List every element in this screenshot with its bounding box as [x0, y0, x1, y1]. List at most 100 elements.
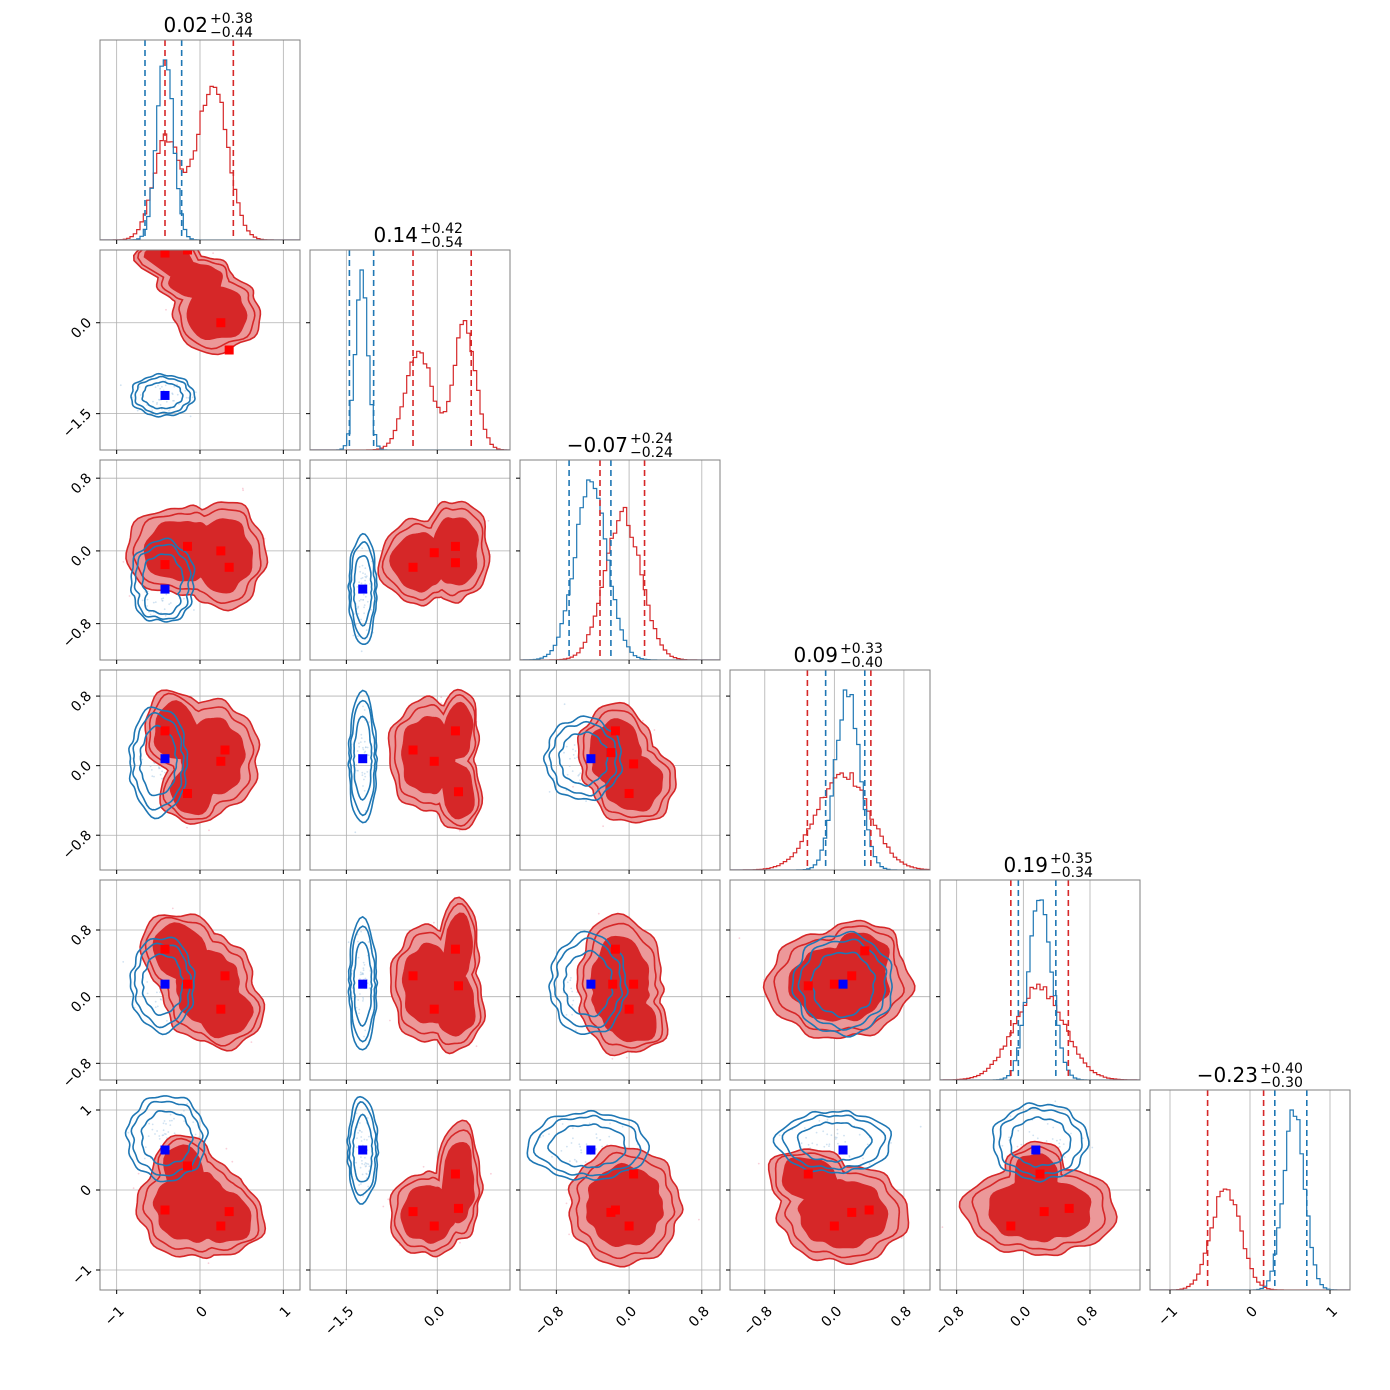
- blue-scatter-point: [561, 1123, 564, 1125]
- red-marker: [1064, 1203, 1074, 1213]
- y-tick-label: 0.0: [68, 315, 95, 342]
- blue-contour-mid: [134, 375, 192, 415]
- red-contour-inner: [589, 935, 657, 1043]
- blue-scatter-point: [358, 1008, 361, 1011]
- panel-5-4: [939, 1089, 1141, 1291]
- red-contour-inner: [143, 250, 248, 340]
- red-contour-inner: [988, 1153, 1092, 1243]
- blue-scatter-point: [1062, 1143, 1065, 1145]
- blue-contour-outer: [129, 936, 196, 1036]
- blue-contour-mid: [132, 711, 185, 811]
- red-scatter-point: [207, 1262, 210, 1265]
- blue-scatter-point: [576, 756, 579, 759]
- red-marker: [183, 541, 192, 551]
- x-tick-label: −0.8: [932, 1303, 967, 1338]
- red-marker: [624, 788, 634, 798]
- blue-scatter-point: [361, 1159, 363, 1162]
- blue-contour-inner: [1009, 1116, 1072, 1168]
- blue-scatter-point: [359, 1122, 361, 1124]
- red-marker: [216, 546, 226, 556]
- blue-contour-mid: [133, 543, 192, 621]
- blue-scatter-point: [146, 404, 148, 406]
- red-scatter-point: [611, 1057, 614, 1060]
- red-scatter-point: [128, 595, 131, 597]
- blue-scatter-point: [848, 1156, 851, 1158]
- blue-scatter-point: [148, 1122, 151, 1125]
- red-marker: [408, 971, 418, 981]
- red-marker: [847, 1207, 857, 1217]
- blue-scatter-point: [1001, 1144, 1004, 1147]
- blue-scatter-point: [570, 1142, 573, 1144]
- red-marker: [160, 560, 170, 570]
- panel-title-minus: −0.30: [1260, 1075, 1303, 1091]
- blue-scatter-point: [588, 1122, 591, 1125]
- red-scatter-point: [568, 1233, 570, 1236]
- blue-marker: [358, 754, 368, 764]
- panel-4-0: [99, 879, 301, 1081]
- blue-scatter-point: [358, 1184, 360, 1186]
- red-marker: [803, 1169, 813, 1179]
- blue-scatter-point: [1056, 1139, 1058, 1142]
- axes-frame: [519, 879, 721, 1081]
- blue-scatter-point: [360, 1183, 362, 1185]
- blue-scatter-point: [358, 745, 361, 748]
- blue-scatter-point: [362, 996, 364, 999]
- x-tick-label: 1: [277, 1303, 295, 1321]
- blue-scatter-point: [168, 603, 171, 606]
- red-marker: [847, 971, 857, 981]
- red-scatter-point: [602, 825, 604, 828]
- contour-group: [757, 1109, 922, 1266]
- blue-scatter-point: [161, 599, 164, 602]
- blue-scatter-point: [1036, 1137, 1039, 1140]
- red-scatter-point: [458, 829, 461, 832]
- red-scatter-point: [900, 1237, 903, 1239]
- red-marker: [429, 756, 439, 766]
- blue-scatter-point: [1054, 1100, 1057, 1103]
- blue-scatter-point: [171, 1119, 173, 1122]
- red-scatter-point: [171, 244, 173, 246]
- histogram-group: [1150, 1090, 1350, 1290]
- blue-scatter-point: [830, 1134, 833, 1137]
- red-marker: [160, 250, 170, 258]
- red-histogram: [310, 320, 510, 450]
- blue-scatter-point: [141, 599, 144, 602]
- blue-scatter-point: [565, 1014, 568, 1016]
- blue-scatter-point: [173, 1132, 176, 1135]
- blue-scatter-point: [360, 733, 363, 736]
- panel-5-0: [99, 1089, 301, 1291]
- blue-scatter-point: [355, 1112, 358, 1115]
- blue-scatter-point: [364, 583, 367, 585]
- blue-scatter-point: [366, 771, 369, 773]
- blue-scatter-point: [803, 1127, 806, 1129]
- blue-scatter-point: [362, 748, 365, 751]
- red-contour-inner: [401, 912, 476, 1037]
- blue-scatter-point: [146, 992, 149, 995]
- blue-scatter-point: [1009, 1115, 1012, 1118]
- red-marker: [160, 944, 170, 954]
- blue-scatter-point: [572, 754, 575, 756]
- blue-scatter-point: [595, 1133, 598, 1135]
- red-marker: [829, 1221, 839, 1231]
- blue-scatter-point: [357, 606, 359, 609]
- histogram-group: [520, 460, 720, 660]
- blue-scatter-point: [360, 577, 363, 580]
- blue-scatter-point: [569, 979, 572, 982]
- blue-scatter-point: [164, 614, 167, 617]
- blue-contour-mid: [348, 1101, 378, 1197]
- x-tick-label: 1: [1323, 1303, 1341, 1321]
- blue-scatter-point: [800, 1142, 803, 1145]
- blue-scatter-point: [355, 1161, 357, 1164]
- red-scatter-point: [1016, 1145, 1019, 1148]
- blue-marker: [160, 754, 170, 764]
- blue-scatter-point: [361, 774, 364, 777]
- blue-scatter-point: [364, 977, 367, 980]
- blue-scatter-point: [146, 981, 149, 983]
- y-tick-label: 0.0: [68, 989, 95, 1016]
- blue-scatter-point: [122, 961, 125, 963]
- red-marker: [803, 981, 813, 991]
- axes-frame: [309, 459, 511, 661]
- red-marker: [860, 946, 870, 956]
- blue-scatter-point: [356, 1137, 358, 1139]
- blue-scatter-point: [356, 750, 359, 752]
- contour-group: [526, 1109, 700, 1268]
